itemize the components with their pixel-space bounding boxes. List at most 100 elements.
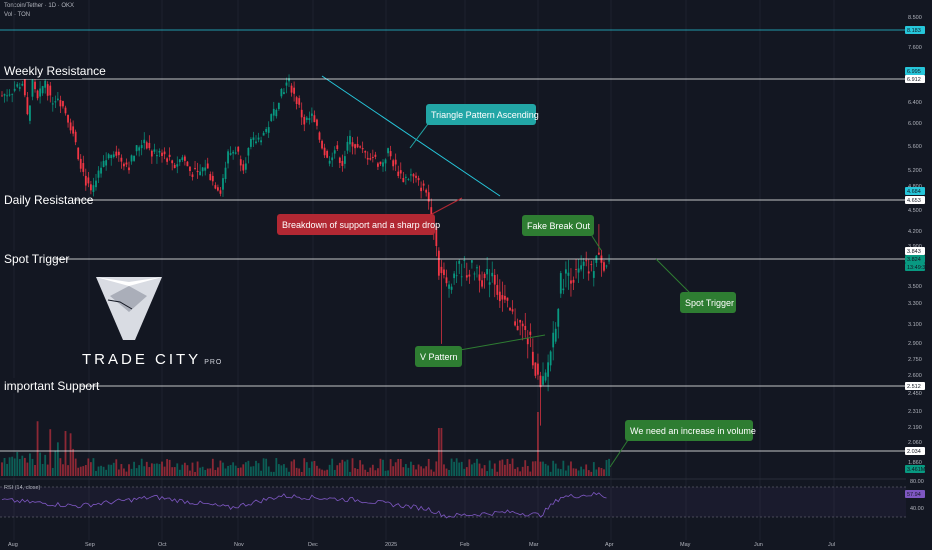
- price-tag-text: 3.843: [907, 249, 921, 255]
- spot-trigger-label: Spot Trigger: [4, 252, 69, 266]
- volume-bar: [559, 469, 562, 476]
- candlestick-series: [1, 74, 610, 426]
- volume-bar: [272, 471, 275, 476]
- volume-bar: [194, 471, 196, 476]
- callout-v-pattern[interactable]: V Pattern: [415, 334, 546, 367]
- candle-body: [145, 142, 148, 149]
- candle-body: [102, 160, 105, 167]
- volume-bar: [140, 458, 143, 476]
- volume-bar: [544, 463, 547, 476]
- weekly-resistance-label: Weekly Resistance: [4, 64, 106, 78]
- candle-body: [36, 90, 39, 99]
- callout-triangle[interactable]: Triangle Pattern Ascending: [409, 104, 539, 149]
- time-tick-label: Nov: [234, 542, 244, 548]
- volume-bar: [422, 468, 425, 476]
- volume-bar: [206, 468, 209, 476]
- volume-bar: [432, 471, 435, 476]
- candle-body: [392, 160, 395, 167]
- candle-body: [564, 269, 567, 274]
- price-tick-label: 2.310: [908, 409, 922, 415]
- volume-bar: [123, 468, 125, 476]
- price-tag: [905, 75, 925, 83]
- candle-body: [537, 363, 539, 375]
- volume-bar: [280, 465, 283, 476]
- volume-bar: [359, 460, 362, 476]
- candle-body: [547, 362, 549, 377]
- candle-body: [473, 273, 476, 275]
- candle-body: [295, 97, 298, 104]
- time-tick-label: Mar: [529, 542, 539, 548]
- callout-spot-trigger[interactable]: Spot Trigger: [655, 258, 736, 313]
- volume-bar: [590, 471, 593, 476]
- volume-bar: [211, 458, 214, 476]
- candle-body: [262, 132, 265, 136]
- volume-bar: [173, 467, 176, 476]
- candle-body: [580, 265, 583, 270]
- candle-body: [257, 137, 260, 140]
- callout-breakdown[interactable]: Breakdown of support and a sharp drop: [277, 197, 463, 235]
- price-tick-label: 2.900: [908, 341, 922, 347]
- candle-body: [476, 267, 478, 269]
- candle-body: [524, 325, 527, 330]
- volume-bar: [145, 461, 148, 476]
- candle-body: [539, 375, 542, 388]
- volume-bar: [554, 463, 557, 476]
- volume-bar: [552, 460, 555, 476]
- candle-body: [437, 250, 440, 276]
- candle-body: [481, 280, 483, 287]
- candle-body: [214, 185, 217, 189]
- candle-body: [305, 117, 308, 120]
- candle-body: [534, 362, 537, 376]
- candle-body: [465, 275, 468, 278]
- candle-body: [275, 109, 278, 117]
- candle-body: [173, 164, 176, 169]
- volume-bar: [18, 459, 21, 476]
- volume-bar: [16, 451, 19, 476]
- trend-line[interactable]: [321, 75, 501, 197]
- candle-body: [95, 180, 97, 188]
- volume-bar: [92, 458, 95, 476]
- candle-body: [168, 154, 171, 157]
- candle-body: [196, 170, 199, 173]
- volume-bar: [539, 461, 542, 476]
- candle-body: [313, 115, 316, 123]
- candle-body: [427, 192, 430, 202]
- candle-body: [13, 88, 16, 91]
- price-tick-label: 5.600: [908, 144, 922, 150]
- volume-bar: [290, 461, 293, 476]
- volume-bar: [488, 460, 491, 476]
- volume-bar: [105, 469, 108, 476]
- volume-bar: [308, 467, 311, 476]
- candle-body: [514, 321, 516, 326]
- volume-bar: [537, 412, 539, 476]
- candle-body: [67, 114, 69, 123]
- volume-bar: [534, 461, 537, 476]
- candle-body: [554, 328, 557, 342]
- volume-bar: [443, 464, 445, 476]
- volume-bar: [351, 458, 354, 476]
- volume-bar: [107, 464, 110, 476]
- time-tick-label: Dec: [308, 542, 318, 548]
- rsi-line: [1, 491, 607, 519]
- volume-bar: [313, 460, 316, 476]
- volume-bar: [26, 462, 29, 476]
- volume-bar: [11, 456, 14, 476]
- volume-bar: [321, 469, 323, 476]
- candle-body: [377, 163, 379, 167]
- candle-body: [59, 100, 62, 107]
- callout-fakeout[interactable]: Fake Break Out: [522, 215, 602, 251]
- volume-bar: [161, 461, 163, 476]
- volume-bar: [265, 458, 268, 476]
- candle-body: [69, 122, 72, 131]
- volume-bar: [305, 462, 308, 476]
- candle-body: [328, 160, 331, 164]
- candle-body: [511, 309, 514, 312]
- volume-bar: [549, 471, 552, 476]
- candle-body: [31, 79, 34, 97]
- price-tick-label: 4.200: [908, 229, 922, 235]
- callout-volume[interactable]: We need an increase in volume: [609, 420, 756, 468]
- logo-suffix: PRO: [204, 359, 223, 366]
- candle-body: [222, 178, 224, 190]
- volume-bar: [82, 466, 85, 476]
